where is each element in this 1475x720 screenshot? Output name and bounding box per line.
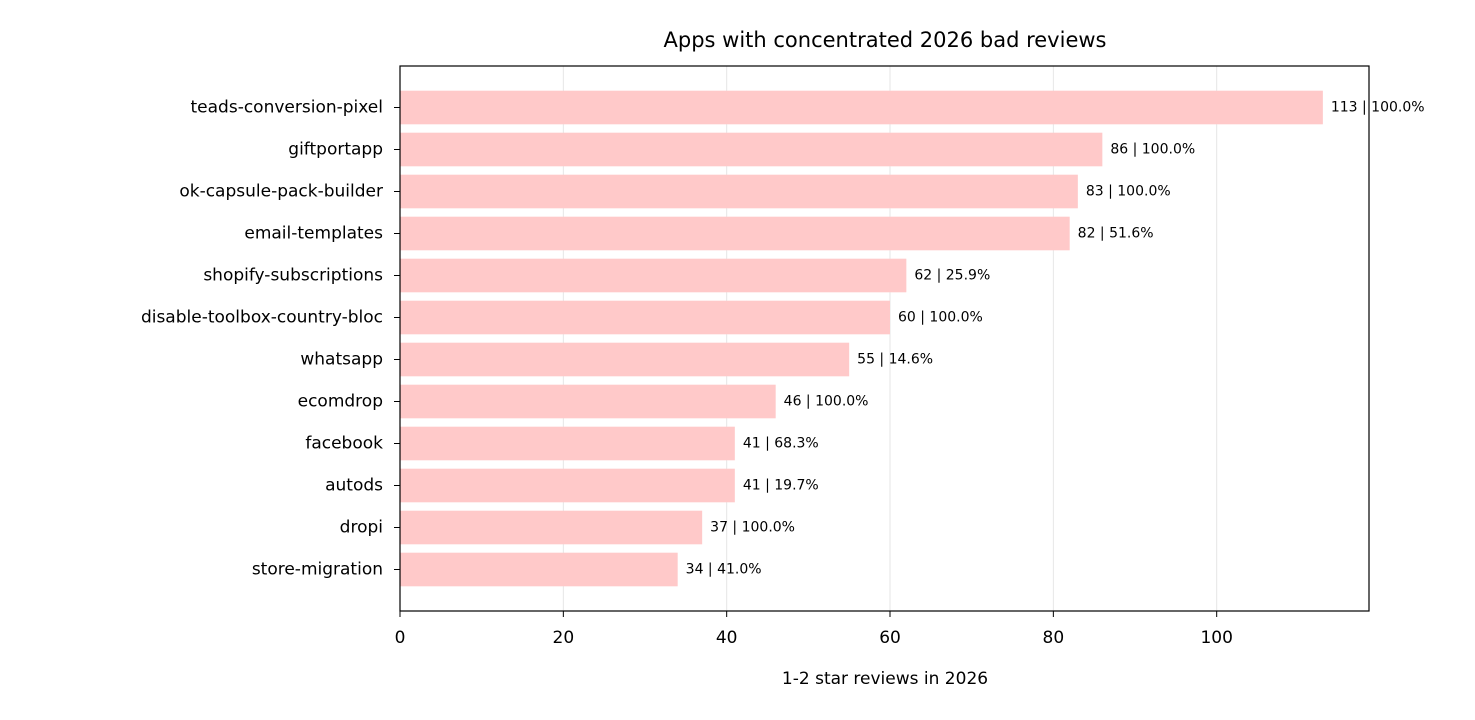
bar <box>400 426 735 461</box>
x-tick-label: 60 <box>879 628 901 648</box>
x-axis-label: 1-2 star reviews in 2026 <box>782 669 988 689</box>
bar <box>400 510 703 545</box>
value-label: 34 | 41.0% <box>686 562 762 578</box>
bar <box>400 552 678 587</box>
bar <box>400 468 735 503</box>
bar <box>400 90 1323 125</box>
x-tick-label: 0 <box>395 628 406 648</box>
x-tick-label: 100 <box>1200 628 1232 648</box>
value-label: 41 | 19.7% <box>743 478 819 494</box>
y-tick-label: whatsapp <box>300 350 383 370</box>
value-label: 62 | 25.9% <box>914 268 990 284</box>
y-tick-label: ok-capsule-pack-builder <box>179 182 383 202</box>
y-tick-label: teads-conversion-pixel <box>191 98 383 118</box>
y-tick-label: email-templates <box>244 224 383 244</box>
value-label: 82 | 51.6% <box>1078 226 1154 242</box>
value-label: 60 | 100.0% <box>898 310 983 326</box>
bar <box>400 132 1103 167</box>
value-label: 46 | 100.0% <box>784 394 869 410</box>
y-tick-label: ecomdrop <box>298 392 383 412</box>
y-tick-label: giftportapp <box>288 140 383 160</box>
value-label: 41 | 68.3% <box>743 436 819 452</box>
x-tick-label: 40 <box>716 628 738 648</box>
value-label: 37 | 100.0% <box>710 520 795 536</box>
y-tick-label: dropi <box>340 518 383 538</box>
bar <box>400 342 850 377</box>
bar <box>400 258 907 293</box>
y-tick-label: disable-toolbox-country-bloc <box>141 308 383 328</box>
value-label: 86 | 100.0% <box>1110 142 1195 158</box>
chart-title: Apps with concentrated 2026 bad reviews <box>664 28 1107 52</box>
x-tick-label: 20 <box>553 628 575 648</box>
y-tick-label: facebook <box>305 434 383 454</box>
x-tick-label: 80 <box>1043 628 1065 648</box>
bar <box>400 384 776 419</box>
bar <box>400 300 891 335</box>
bar <box>400 216 1070 251</box>
y-tick-label: store-migration <box>252 560 383 580</box>
value-label: 113 | 100.0% <box>1331 100 1425 116</box>
y-tick-label: autods <box>325 476 383 496</box>
plot-frame <box>399 65 1370 612</box>
bar <box>400 174 1078 209</box>
y-tick-label: shopify-subscriptions <box>203 266 383 286</box>
value-label: 83 | 100.0% <box>1086 184 1171 200</box>
value-label: 55 | 14.6% <box>857 352 933 368</box>
